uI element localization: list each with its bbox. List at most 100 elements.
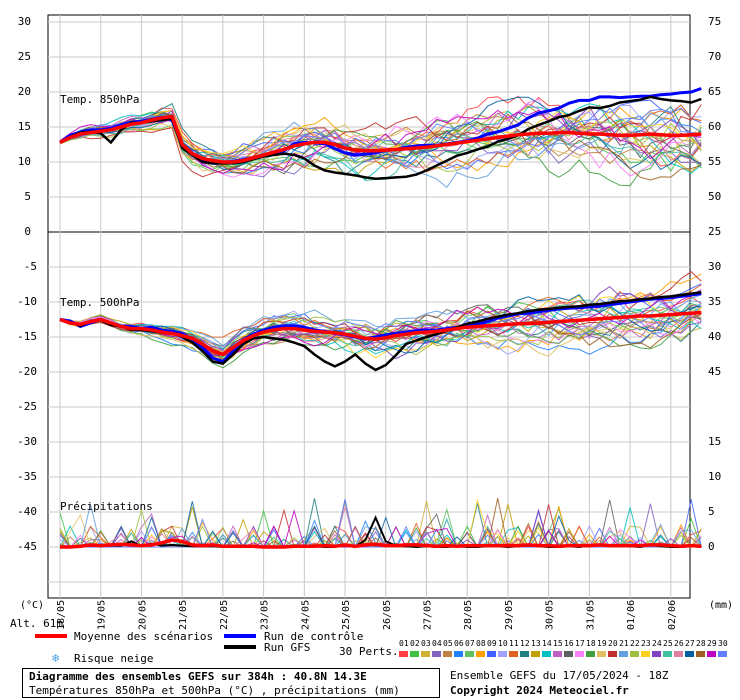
legend-mean-swatch <box>35 634 67 638</box>
y-tick-left: 10 <box>18 155 31 168</box>
member-code: 23 <box>641 639 651 648</box>
y-tick-right: 75 <box>708 15 721 28</box>
member-code: 17 <box>575 639 585 648</box>
ensemble-member-line <box>59 112 702 181</box>
y-tick-left: -25 <box>17 400 37 413</box>
member-swatch <box>421 651 430 657</box>
member-code: 02 <box>410 639 420 648</box>
y-tick-left: -20 <box>17 365 37 378</box>
member-code: 19 <box>597 639 607 648</box>
member-swatch <box>531 651 540 657</box>
x-tick-label: 31/05 <box>585 600 596 630</box>
ensemble-member-line <box>59 102 702 176</box>
footer-subtitle: Températures 850hPa et 500hPa (°C) , pré… <box>29 684 400 697</box>
member-code: 28 <box>696 639 706 648</box>
member-swatch <box>487 651 496 657</box>
x-tick-label: 29/05 <box>504 600 515 630</box>
snowflake-icon: ❄ <box>52 651 60 665</box>
y-tick-left: 15 <box>18 120 31 133</box>
member-code: 07 <box>465 639 475 648</box>
member-code: 18 <box>586 639 596 648</box>
y-tick-right: 70 <box>708 50 721 63</box>
ensemble-member-line <box>59 95 702 167</box>
legend-snow-label: Risque neige <box>74 652 154 665</box>
legend-mean-label: Moyenne des scénarios <box>74 630 214 643</box>
member-swatch <box>663 651 672 657</box>
member-swatch <box>476 651 485 657</box>
member-code: 26 <box>674 639 684 648</box>
ensemble-member-line <box>59 122 702 174</box>
panel-label-t850: Temp. 850hPa <box>60 93 140 106</box>
legend-gfs-label: Run GFS <box>264 641 311 654</box>
member-code: 30 <box>718 639 728 648</box>
member-swatch <box>630 651 639 657</box>
member-swatch <box>520 651 529 657</box>
member-swatch <box>586 651 595 657</box>
member-code: 27 <box>685 639 695 648</box>
member-code: 16 <box>564 639 574 648</box>
member-code: 03 <box>421 639 431 648</box>
y-tick-left: -40 <box>17 505 37 518</box>
unit-label-left: (°C) <box>20 600 45 611</box>
y-tick-right: 45 <box>708 365 721 378</box>
y-tick-left: -30 <box>17 435 37 448</box>
member-swatch <box>399 651 408 657</box>
member-code: 24 <box>652 639 662 648</box>
member-swatch <box>542 651 551 657</box>
y-tick-right: 0 <box>708 540 715 553</box>
member-swatch <box>685 651 694 657</box>
member-code: 10 <box>498 639 508 648</box>
member-swatch <box>652 651 661 657</box>
legend-control-label: Run de contrôle <box>264 630 364 643</box>
legend-control-swatch <box>224 634 256 638</box>
x-tick-label: 18/05 <box>56 600 67 630</box>
axis-labels: 18/05 19/05 20/05 21/05 22/05 23/05 24/05 25/05… <box>17 15 721 630</box>
y-tick-left: -45 <box>17 540 37 553</box>
t500-control-line <box>59 292 702 364</box>
y-tick-right: 60 <box>708 120 721 133</box>
member-swatch <box>498 651 507 657</box>
x-tick-label: 02/06 <box>667 600 678 630</box>
member-swatch <box>696 651 705 657</box>
y-tick-right: 40 <box>708 330 721 343</box>
info-box: Diagramme des ensembles GEFS sur 384h : … <box>22 668 440 698</box>
member-swatch <box>674 651 683 657</box>
legend-perts-label: 30 Perts. <box>339 645 399 658</box>
x-tick-label: 19/05 <box>97 600 108 630</box>
member-code: 13 <box>531 639 541 648</box>
x-tick-label: 25/05 <box>341 600 352 630</box>
y-tick-right: 5 <box>708 505 715 518</box>
member-swatch <box>641 651 650 657</box>
ensemble-member-line <box>59 310 702 369</box>
x-tick-label: 01/06 <box>626 600 637 630</box>
member-swatch <box>564 651 573 657</box>
member-swatch <box>619 651 628 657</box>
x-tick-label: 23/05 <box>260 600 271 630</box>
y-tick-right: 35 <box>708 295 721 308</box>
y-tick-right: 30 <box>708 260 721 273</box>
ensemble-member-line <box>59 303 702 364</box>
t500-mean-line <box>59 310 702 357</box>
y-tick-left: 30 <box>18 15 31 28</box>
member-code: 15 <box>553 639 563 648</box>
t850-mean-line <box>59 114 702 164</box>
member-swatch <box>707 651 716 657</box>
y-tick-left: 20 <box>18 85 31 98</box>
ensemble-member-line <box>59 271 702 354</box>
y-tick-right: 65 <box>708 85 721 98</box>
footer-title: Diagramme des ensembles GEFS sur 384h : … <box>29 670 367 683</box>
panel-label-precip: Précipitations <box>60 500 153 513</box>
run-info: Ensemble GEFS du 17/05/2024 - 18Z <box>450 669 669 682</box>
y-tick-left: 5 <box>24 190 31 203</box>
x-tick-label: 20/05 <box>137 600 148 630</box>
legend-gfs-swatch <box>224 645 256 649</box>
member-code: 06 <box>454 639 464 648</box>
unit-label-right: (mm) <box>709 600 734 611</box>
y-tick-left: -10 <box>17 295 37 308</box>
y-tick-left: 25 <box>18 50 31 63</box>
main-series-lines <box>59 87 702 549</box>
member-swatch <box>553 651 562 657</box>
altitude-label: Alt. 61m <box>10 617 63 630</box>
member-code: 09 <box>487 639 497 648</box>
